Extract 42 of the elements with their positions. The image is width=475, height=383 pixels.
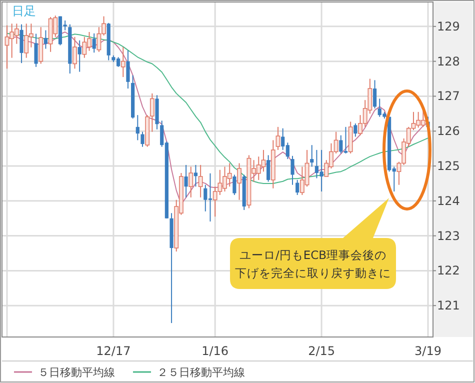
legend-label: ５日移動平均線: [38, 366, 115, 379]
candlestick: [296, 179, 300, 196]
candlestick: [310, 144, 314, 168]
candlestick: [34, 33, 38, 68]
y-tick-label: 125: [437, 159, 460, 174]
candlestick: [78, 40, 82, 72]
candlestick: [44, 30, 48, 50]
candlestick: [136, 114, 140, 141]
y-tick-label: 122: [437, 264, 460, 278]
y-tick-label: 123: [437, 228, 460, 243]
candlestick: [38, 26, 44, 64]
candlestick: [126, 50, 130, 90]
candlestick: [92, 32, 96, 54]
candlestick: [72, 36, 77, 70]
y-tick-label: 121: [437, 298, 460, 313]
candlestick: [150, 92, 154, 132]
candlestick: [198, 164, 203, 198]
y-tick-label: 128: [437, 54, 460, 68]
chart-title: 日足: [12, 4, 36, 18]
candlestick: [354, 122, 358, 138]
candlestick: [194, 164, 198, 188]
y-tick-label: 129: [437, 19, 460, 34]
y-tick-label: 124: [437, 194, 460, 208]
candlestick: [232, 174, 236, 196]
annotation: ユーロ/円もECB理事会後の下げを完全に取り戻す動きに: [235, 248, 391, 280]
candlestick: [276, 126, 280, 150]
candlestick: [237, 162, 242, 200]
legend-label: ２５日移動平均線: [157, 366, 245, 379]
y-tick-label: 127: [437, 89, 460, 104]
candlestick: [266, 154, 270, 182]
x-tick-label: 3/19: [414, 344, 442, 358]
candlestick: [188, 166, 194, 198]
x-tick-label: 2/15: [308, 344, 336, 358]
x-tick-label: 12/17: [96, 344, 131, 358]
x-tick-label: 1/16: [202, 344, 229, 358]
y-tick-label: 126: [437, 124, 460, 138]
candlestick: [20, 24, 24, 64]
candlestick: [372, 80, 377, 109]
candlestick: [184, 164, 188, 198]
candlestick: [140, 131, 144, 148]
candlestick: [120, 46, 126, 78]
candlestick: [290, 155, 294, 186]
